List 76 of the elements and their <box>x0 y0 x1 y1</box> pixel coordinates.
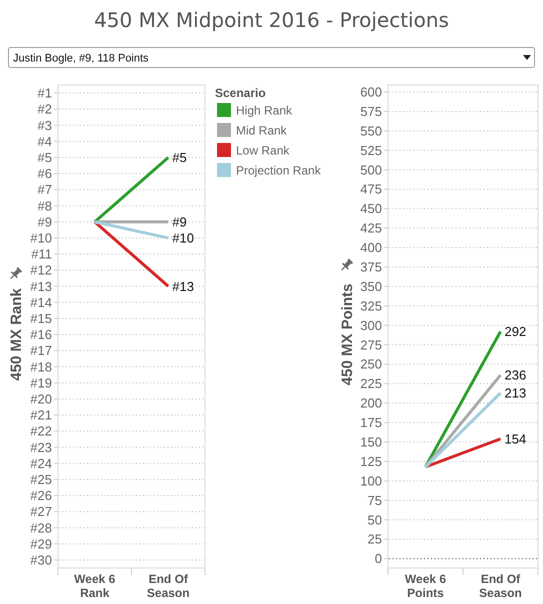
y-tick-label: 200 <box>360 396 382 411</box>
y-tick-label: #20 <box>30 391 52 406</box>
data-label: 213 <box>504 386 526 400</box>
data-label: 292 <box>504 324 526 340</box>
y-tick-label: 325 <box>360 298 382 314</box>
y-axis-title: 450 MX Rank <box>8 288 25 381</box>
y-tick-label: 375 <box>360 260 382 274</box>
chart-subtitle: Justin Bogle, #9, 118 Points <box>13 52 150 64</box>
y-tick-label: 75 <box>368 492 382 508</box>
y-tick-label: #4 <box>38 134 52 149</box>
y-tick-label: #8 <box>38 198 52 214</box>
y-tick-label: #16 <box>30 327 52 342</box>
y-tick-label: 500 <box>360 162 382 178</box>
y-tick-label: #1 <box>38 86 52 101</box>
y-tick-label: 225 <box>360 376 382 392</box>
y-tick-label: 400 <box>360 240 382 256</box>
y-tick-label: #3 <box>38 118 52 133</box>
y-tick-label: 175 <box>360 415 382 430</box>
data-label: #5 <box>172 150 187 165</box>
data-label: #13 <box>172 278 194 294</box>
y-tick-label: #15 <box>30 310 52 326</box>
y-tick-label: #21 <box>30 408 52 423</box>
y-tick-label: #12 <box>30 262 52 278</box>
y-tick-label: #29 <box>30 536 52 552</box>
y-tick-label: 600 <box>360 84 382 100</box>
y-tick-label: 525 <box>360 142 382 158</box>
y-tick-label: #19 <box>30 375 52 390</box>
y-tick-label: #22 <box>30 424 52 439</box>
y-tick-label: 275 <box>360 337 382 352</box>
y-tick-label: 350 <box>360 278 382 294</box>
data-label: #9 <box>172 214 187 230</box>
y-tick-label: 100 <box>360 473 382 488</box>
y-tick-label: 150 <box>360 434 382 450</box>
y-tick-label: #23 <box>30 440 52 455</box>
y-tick-label: 50 <box>368 512 382 528</box>
y-tick-label: #27 <box>30 504 52 520</box>
y-tick-label: #7 <box>38 182 52 198</box>
y-tick-label: #10 <box>30 230 52 246</box>
y-tick-label: #2 <box>38 102 52 117</box>
y-tick-label: 450 <box>360 201 382 216</box>
y-tick-label: #17 <box>30 343 52 358</box>
y-tick-label: #11 <box>31 246 52 262</box>
y-tick-label: #18 <box>30 359 52 374</box>
y-tick-label: 25 <box>368 532 382 547</box>
y-tick-label: #5 <box>38 150 52 165</box>
y-tick-label: 300 <box>360 318 382 333</box>
y-tick-label: 125 <box>360 454 382 469</box>
y-tick-label: 0 <box>374 551 382 566</box>
y-tick-label: 550 <box>360 123 382 138</box>
legend-label: High Rank <box>236 104 294 118</box>
y-tick-label: #24 <box>30 456 52 471</box>
legend-label: Low Rank <box>236 144 290 158</box>
y-tick-label: #30 <box>30 552 52 568</box>
y-tick-label: #14 <box>30 294 52 310</box>
data-label: 236 <box>504 368 526 383</box>
data-label: #10 <box>172 230 194 246</box>
y-tick-label: #25 <box>30 472 52 487</box>
y-tick-label: #26 <box>30 488 52 504</box>
legend-title: Scenario <box>215 86 266 100</box>
data-label: 154 <box>504 431 526 446</box>
y-tick-label: 475 <box>360 182 382 197</box>
y-axis-title: 450 MX Points <box>339 284 356 386</box>
x-tick-label: End Of Season <box>146 572 190 600</box>
y-tick-label: 425 <box>360 220 382 236</box>
x-tick-label: Week 6 Rank <box>74 572 116 600</box>
text: 450 MX Midpoint 2016 - Projections <box>94 8 449 32</box>
x-tick-label: Week 6 Points <box>404 572 446 600</box>
y-tick-label: #6 <box>38 166 52 182</box>
legend-label: Projection Rank <box>236 164 322 178</box>
y-tick-label: #13 <box>30 278 52 294</box>
x-tick-label: End Of Season <box>479 572 522 600</box>
y-tick-label: #28 <box>30 520 52 536</box>
y-tick-label: 575 <box>360 104 382 119</box>
y-tick-label: #9 <box>38 214 52 230</box>
legend-label: Mid Rank <box>236 124 288 138</box>
y-tick-label: 250 <box>360 356 382 372</box>
